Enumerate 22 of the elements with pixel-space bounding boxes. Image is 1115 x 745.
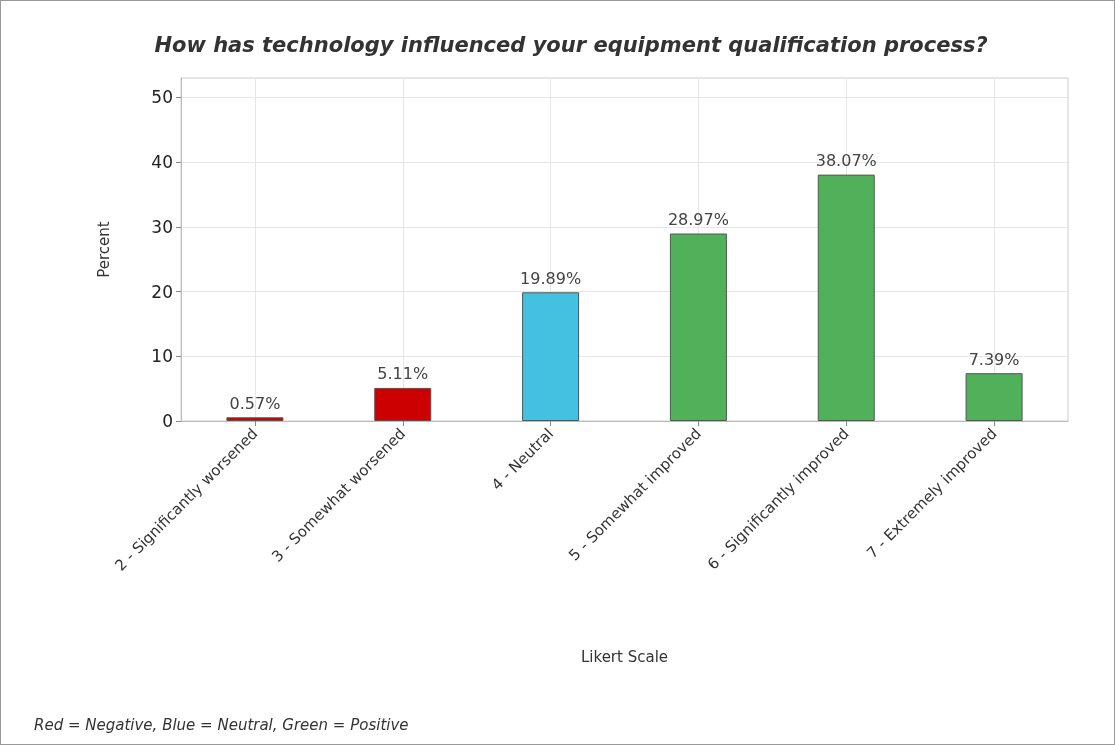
data-label: 19.89% (520, 268, 582, 288)
y-tick-label: 20 (151, 281, 173, 302)
chart-title: How has technology influenced your equipment qualification process? (154, 32, 988, 57)
y-tick-label: 10 (151, 346, 173, 367)
bar (374, 387, 432, 421)
y-tick-label: 30 (151, 216, 173, 237)
bar (669, 233, 727, 421)
y-tick-label: 50 (151, 87, 173, 108)
bar (965, 373, 1023, 421)
y-tick-label: 0 (162, 411, 173, 431)
bar (522, 292, 580, 421)
y-tick-label: 40 (151, 152, 173, 173)
y-axis-title: Percent (94, 221, 113, 278)
data-label: 7.39% (968, 349, 1020, 369)
bar (817, 174, 875, 421)
data-label: 28.97% (667, 210, 729, 230)
bar (226, 417, 284, 421)
data-label: 38.07% (815, 151, 877, 171)
x-axis-title: Likert Scale (580, 647, 669, 666)
text: Red = Negative, Blue = Neutral, Green = Positive (34, 715, 409, 734)
data-label: 0.57% (229, 393, 281, 413)
data-label: 5.11% (377, 364, 429, 384)
